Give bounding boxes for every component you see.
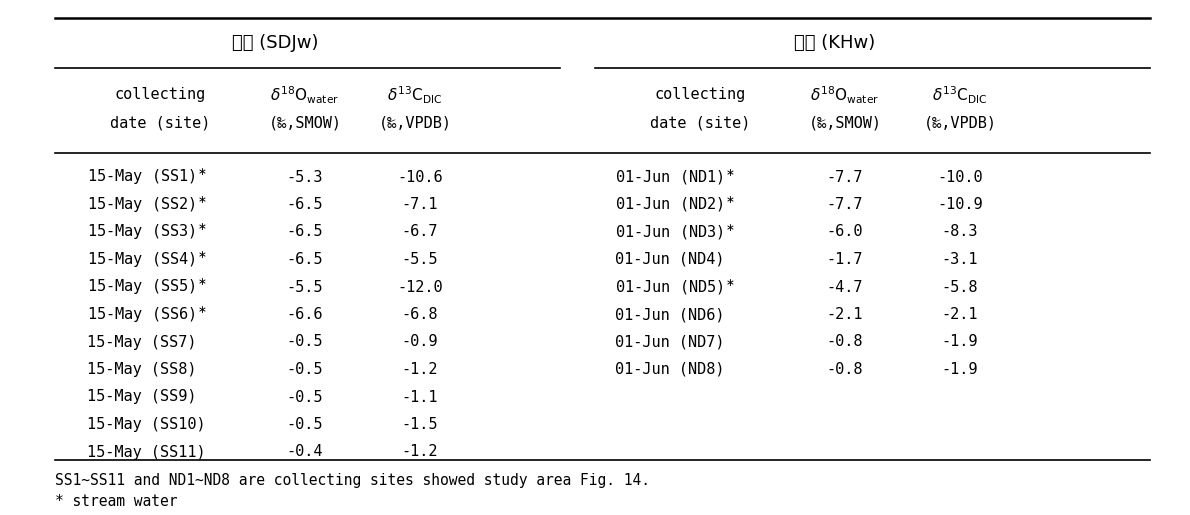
Text: -4.7: -4.7 <box>827 280 863 295</box>
Text: $\delta^{13}$C$_{\mathregular{DIC}}$: $\delta^{13}$C$_{\mathregular{DIC}}$ <box>387 84 443 106</box>
Text: -5.8: -5.8 <box>941 280 978 295</box>
Text: 01-Jun (ND3)$^{\ast}$: 01-Jun (ND3)$^{\ast}$ <box>615 222 735 242</box>
Text: -10.9: -10.9 <box>938 197 983 212</box>
Text: -0.5: -0.5 <box>287 417 324 432</box>
Text: -5.5: -5.5 <box>402 252 438 267</box>
Text: 15-May (SS10): 15-May (SS10) <box>87 417 206 432</box>
Text: -1.2: -1.2 <box>402 362 438 377</box>
Text: -1.7: -1.7 <box>827 252 863 267</box>
Text: -3.1: -3.1 <box>941 252 978 267</box>
Text: 남해 (KHw): 남해 (KHw) <box>795 34 876 52</box>
Text: -0.8: -0.8 <box>827 362 863 377</box>
Text: (‰,SMOW): (‰,SMOW) <box>269 115 342 130</box>
Text: -0.5: -0.5 <box>287 335 324 350</box>
Text: -1.2: -1.2 <box>402 444 438 459</box>
Text: date (site): date (site) <box>109 115 211 130</box>
Text: date (site): date (site) <box>650 115 750 130</box>
Text: -6.5: -6.5 <box>287 252 324 267</box>
Text: -2.1: -2.1 <box>827 307 863 322</box>
Text: -1.1: -1.1 <box>402 389 438 404</box>
Text: SS1~SS11 and ND1~ND8 are collecting sites showed study area Fig. 14.: SS1~SS11 and ND1~ND8 are collecting site… <box>55 472 650 488</box>
Text: 01-Jun (ND4): 01-Jun (ND4) <box>615 252 725 267</box>
Text: (‰,VPDB): (‰,VPDB) <box>923 115 996 130</box>
Text: 15-May (SS6)$^{\ast}$: 15-May (SS6)$^{\ast}$ <box>87 304 207 324</box>
Text: $\delta^{18}$O$_{\mathregular{water}}$: $\delta^{18}$O$_{\mathregular{water}}$ <box>270 84 339 106</box>
Text: 15-May (SS2)$^{\ast}$: 15-May (SS2)$^{\ast}$ <box>87 194 207 215</box>
Text: -7.7: -7.7 <box>827 197 863 212</box>
Text: 15-May (SS9): 15-May (SS9) <box>87 389 196 404</box>
Text: 15-May (SS5)$^{\ast}$: 15-May (SS5)$^{\ast}$ <box>87 277 207 297</box>
Text: -10.0: -10.0 <box>938 169 983 184</box>
Text: 01-Jun (ND7): 01-Jun (ND7) <box>615 335 725 350</box>
Text: -6.8: -6.8 <box>402 307 438 322</box>
Text: 15-May (SS3)$^{\ast}$: 15-May (SS3)$^{\ast}$ <box>87 222 207 242</box>
Text: -5.5: -5.5 <box>287 280 324 295</box>
Text: -0.9: -0.9 <box>402 335 438 350</box>
Text: -0.5: -0.5 <box>287 362 324 377</box>
Text: (‰,VPDB): (‰,VPDB) <box>378 115 451 130</box>
Text: 01-Jun (ND1)$^{\ast}$: 01-Jun (ND1)$^{\ast}$ <box>615 167 735 186</box>
Text: -6.0: -6.0 <box>827 225 863 239</box>
Text: -7.7: -7.7 <box>827 169 863 184</box>
Text: 15-May (SS1)$^{\ast}$: 15-May (SS1)$^{\ast}$ <box>87 167 207 187</box>
Text: collecting: collecting <box>114 88 206 102</box>
Text: 01-Jun (ND5)$^{\ast}$: 01-Jun (ND5)$^{\ast}$ <box>615 278 735 297</box>
Text: -0.5: -0.5 <box>287 389 324 404</box>
Text: -7.1: -7.1 <box>402 197 438 212</box>
Text: -12.0: -12.0 <box>397 280 443 295</box>
Text: -6.6: -6.6 <box>287 307 324 322</box>
Text: $\delta^{18}$O$_{\mathregular{water}}$: $\delta^{18}$O$_{\mathregular{water}}$ <box>810 84 879 106</box>
Text: 15-May (SS7): 15-May (SS7) <box>87 335 196 350</box>
Text: -2.1: -2.1 <box>941 307 978 322</box>
Text: collecting: collecting <box>654 88 746 102</box>
Text: -6.5: -6.5 <box>287 197 324 212</box>
Text: -8.3: -8.3 <box>941 225 978 239</box>
Text: 01-Jun (ND6): 01-Jun (ND6) <box>615 307 725 322</box>
Text: -5.3: -5.3 <box>287 169 324 184</box>
Text: 15-May (SS11): 15-May (SS11) <box>87 444 206 459</box>
Text: * stream water: * stream water <box>55 494 177 509</box>
Text: $\delta^{13}$C$_{\mathregular{DIC}}$: $\delta^{13}$C$_{\mathregular{DIC}}$ <box>932 84 988 106</box>
Text: -6.7: -6.7 <box>402 225 438 239</box>
Text: 01-Jun (ND2)$^{\ast}$: 01-Jun (ND2)$^{\ast}$ <box>615 195 735 214</box>
Text: -6.5: -6.5 <box>287 225 324 239</box>
Text: -10.6: -10.6 <box>397 169 443 184</box>
Text: 15-May (SS4)$^{\ast}$: 15-May (SS4)$^{\ast}$ <box>87 249 207 270</box>
Text: -0.8: -0.8 <box>827 335 863 350</box>
Text: -0.4: -0.4 <box>287 444 324 459</box>
Text: 01-Jun (ND8): 01-Jun (ND8) <box>615 362 725 377</box>
Text: 서해 (SDJw): 서해 (SDJw) <box>232 34 318 52</box>
Text: -1.9: -1.9 <box>941 335 978 350</box>
Text: -1.9: -1.9 <box>941 362 978 377</box>
Text: -1.5: -1.5 <box>402 417 438 432</box>
Text: (‰,SMOW): (‰,SMOW) <box>808 115 882 130</box>
Text: 15-May (SS8): 15-May (SS8) <box>87 362 196 377</box>
